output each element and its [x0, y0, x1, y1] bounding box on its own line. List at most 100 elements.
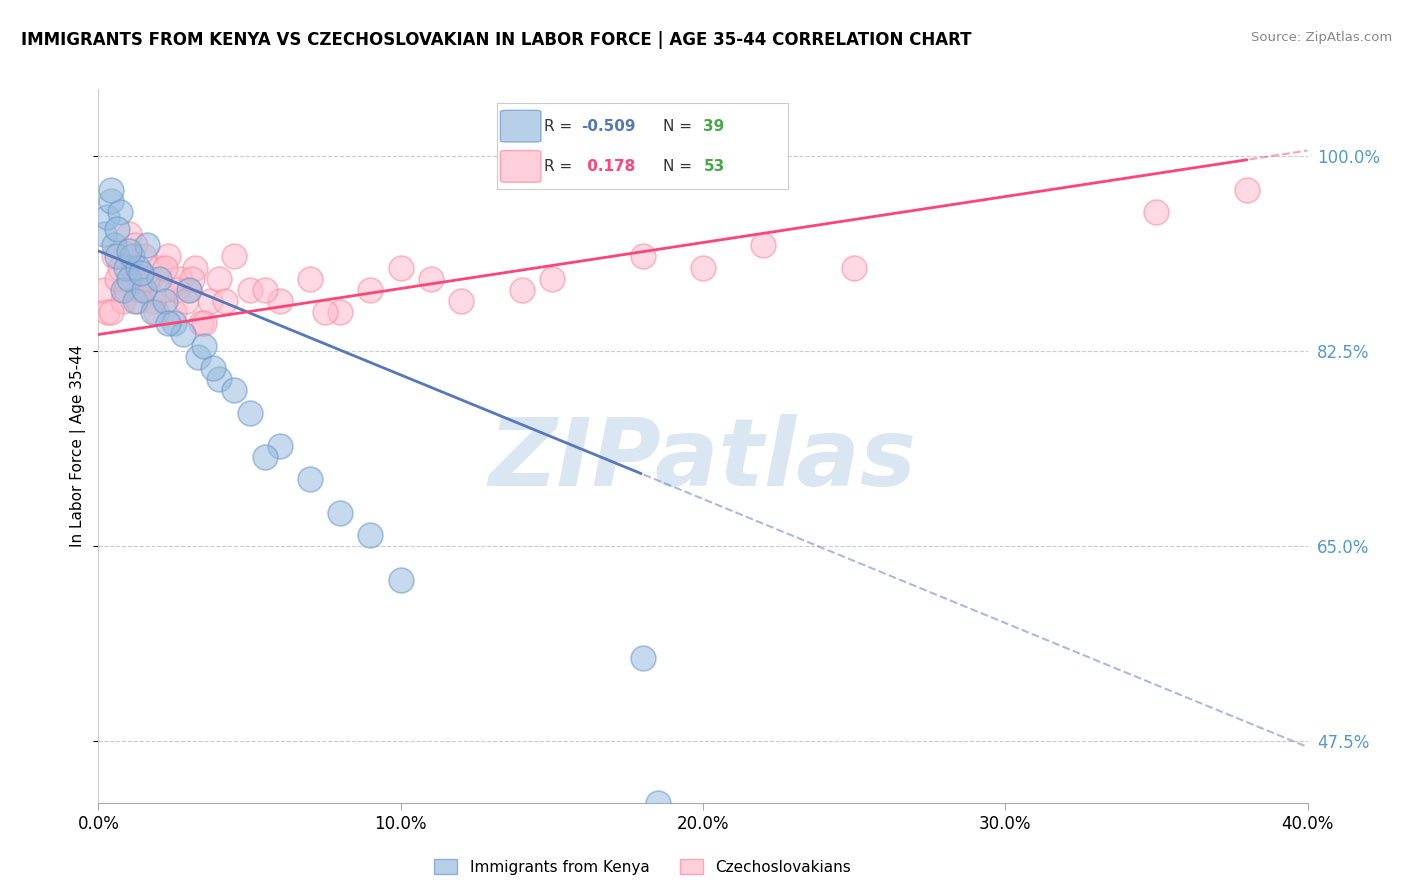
Point: [96, 305, 118, 319]
Point: [129, 283, 152, 297]
Point: [541, 271, 564, 285]
Point: [181, 271, 204, 285]
Text: N =: N =: [662, 160, 692, 174]
Point: [103, 238, 125, 252]
Point: [299, 271, 322, 285]
Point: [360, 528, 382, 542]
Point: [142, 293, 165, 308]
Point: [105, 271, 128, 285]
Text: 53: 53: [703, 160, 724, 174]
Point: [299, 473, 322, 487]
Point: [314, 305, 336, 319]
Point: [124, 293, 146, 308]
Point: [108, 260, 131, 275]
Point: [114, 260, 136, 275]
Point: [193, 338, 215, 352]
Point: [187, 350, 209, 364]
Point: [224, 250, 246, 264]
Point: [105, 221, 128, 235]
Point: [239, 283, 262, 297]
Point: [100, 194, 122, 208]
Point: [105, 250, 128, 264]
Point: [329, 305, 352, 319]
Point: [132, 250, 155, 264]
Point: [1146, 205, 1168, 219]
Point: [239, 405, 262, 419]
Point: [329, 506, 352, 520]
Point: [132, 283, 155, 297]
Point: [124, 238, 146, 252]
Point: [150, 283, 173, 297]
Text: 39: 39: [703, 120, 724, 134]
Point: [360, 283, 382, 297]
Point: [692, 260, 714, 275]
Point: [202, 361, 225, 376]
Point: [179, 283, 201, 297]
Point: [184, 260, 207, 275]
Y-axis label: In Labor Force | Age 35-44: In Labor Force | Age 35-44: [69, 345, 86, 547]
Point: [118, 244, 141, 258]
Point: [142, 305, 165, 319]
Point: [179, 283, 201, 297]
Point: [224, 384, 246, 398]
Point: [389, 573, 412, 587]
Point: [200, 293, 222, 308]
Point: [389, 260, 412, 275]
Point: [1236, 183, 1258, 197]
Point: [166, 283, 188, 297]
Point: [208, 271, 231, 285]
Point: [100, 183, 122, 197]
Point: [269, 293, 291, 308]
Text: R =: R =: [544, 120, 572, 134]
Text: 0.178: 0.178: [582, 160, 636, 174]
Point: [153, 260, 176, 275]
Point: [253, 450, 276, 464]
Point: [100, 305, 122, 319]
Point: [118, 271, 141, 285]
Point: [96, 211, 118, 225]
Point: [253, 283, 276, 297]
Point: [114, 283, 136, 297]
Point: [269, 439, 291, 453]
Point: [190, 317, 212, 331]
Point: [631, 651, 654, 665]
Point: [103, 250, 125, 264]
Point: [631, 250, 654, 264]
Point: [148, 260, 170, 275]
Legend: Immigrants from Kenya, Czechoslovakians: Immigrants from Kenya, Czechoslovakians: [429, 853, 856, 880]
FancyBboxPatch shape: [501, 151, 541, 182]
Text: Source: ZipAtlas.com: Source: ZipAtlas.com: [1251, 31, 1392, 45]
Text: R =: R =: [544, 160, 572, 174]
Point: [647, 796, 669, 810]
Point: [127, 293, 149, 308]
Point: [139, 271, 162, 285]
Point: [172, 327, 194, 342]
Point: [169, 271, 191, 285]
Point: [135, 238, 157, 252]
FancyBboxPatch shape: [501, 111, 541, 142]
Point: [127, 260, 149, 275]
Point: [121, 260, 143, 275]
Point: [193, 317, 215, 331]
Point: [93, 227, 115, 241]
Point: [93, 283, 115, 297]
Point: [510, 283, 533, 297]
Point: [153, 293, 176, 308]
Text: N =: N =: [662, 120, 692, 134]
Point: [118, 227, 141, 241]
Text: IMMIGRANTS FROM KENYA VS CZECHOSLOVAKIAN IN LABOR FORCE | AGE 35-44 CORRELATION : IMMIGRANTS FROM KENYA VS CZECHOSLOVAKIAN…: [21, 31, 972, 49]
Point: [111, 293, 134, 308]
Point: [111, 283, 134, 297]
Point: [450, 293, 472, 308]
Point: [129, 266, 152, 280]
Point: [145, 305, 167, 319]
Point: [420, 271, 443, 285]
Text: ZIPatlas: ZIPatlas: [489, 414, 917, 507]
Point: [156, 250, 179, 264]
Point: [163, 305, 186, 319]
Point: [135, 271, 157, 285]
Point: [208, 372, 231, 386]
Point: [148, 271, 170, 285]
Point: [108, 205, 131, 219]
Point: [163, 317, 186, 331]
